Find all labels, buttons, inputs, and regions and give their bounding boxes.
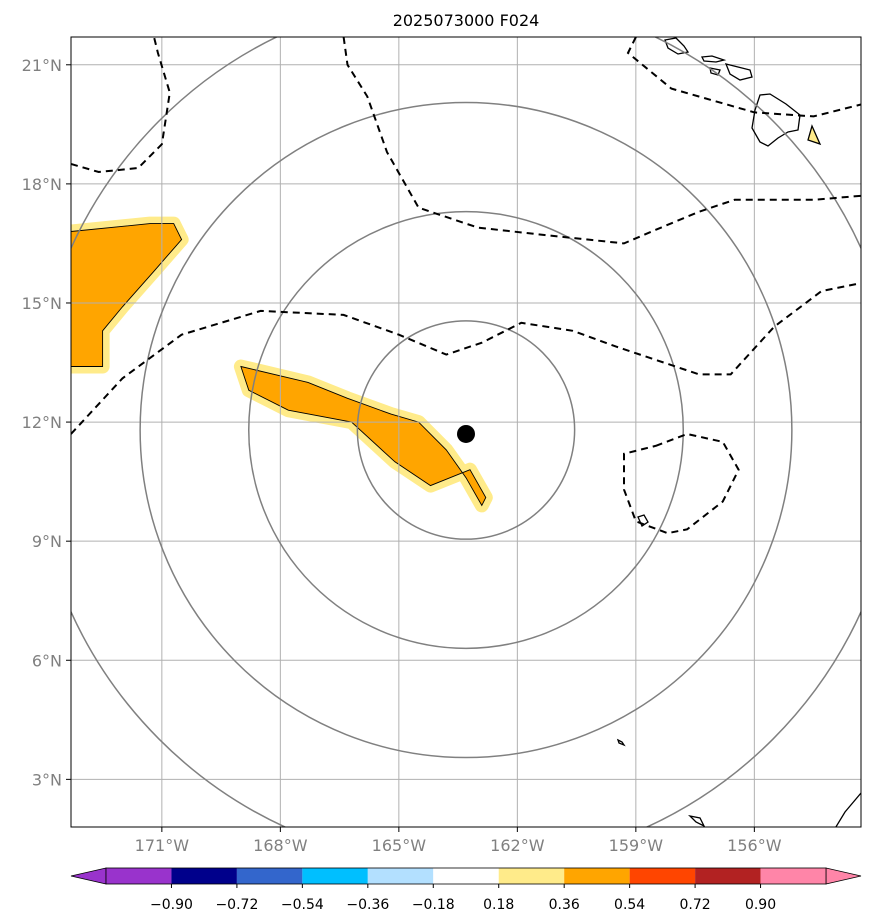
- tick-label-lat: 6°N: [32, 651, 62, 670]
- shaded-region-outline: [240, 365, 487, 507]
- range-ring: [139, 101, 793, 759]
- island-coastline-maui: [724, 63, 753, 81]
- colorbar-segment: [171, 868, 237, 884]
- tick-label-lon: 168°W: [253, 836, 308, 855]
- dashed-contour: [626, 37, 861, 118]
- atoll-coastline-2: [616, 738, 626, 747]
- coastline-layer: [616, 37, 861, 827]
- island-coastline-kauai: [664, 37, 690, 55]
- tick-label-lat: 9°N: [32, 532, 62, 551]
- colorbar-segment: [367, 868, 434, 884]
- atoll-coastline-3: [688, 814, 706, 827]
- dashed-contour: [71, 282, 861, 435]
- dashed-contours-layer: [71, 37, 861, 535]
- colorbar-segment: [629, 868, 696, 884]
- colorbar-tick-label: −0.36: [346, 897, 389, 913]
- plot-area: [70, 36, 862, 828]
- tick-label-lat: 15°N: [22, 294, 62, 313]
- tick-label-lat: 3°N: [32, 770, 62, 789]
- tick-label-lat: 18°N: [22, 175, 62, 194]
- tick-label-lon: 171°W: [135, 836, 190, 855]
- chart-title: 2025073000 F024: [393, 11, 540, 30]
- dashed-contour: [71, 37, 171, 174]
- coastline-edge-southeast: [835, 792, 861, 827]
- tick-label-lat: 12°N: [22, 413, 62, 432]
- colorbar-frame: [105, 867, 827, 885]
- colorbar-tick-label: 0.72: [680, 897, 711, 913]
- shaded-region: [240, 366, 486, 506]
- colorbar-tick-label: 0.18: [483, 897, 514, 913]
- dashed-contour: [342, 37, 861, 245]
- colorbar-tick-label: 0.90: [745, 897, 776, 913]
- island-coastline-small: [807, 124, 822, 146]
- colorbar-segment: [760, 868, 826, 884]
- plot-frame: [70, 36, 862, 828]
- tick-label-lat: 21°N: [22, 56, 62, 75]
- colorbar-tick-label: −0.54: [281, 897, 324, 913]
- range-rings-layer: [71, 37, 861, 827]
- range-ring: [248, 210, 684, 650]
- island-coastline-big-island: [751, 93, 801, 147]
- colorbar-segment: [302, 868, 368, 884]
- colorbar-segment: [236, 868, 303, 884]
- tick-label-lon: 159°W: [609, 836, 664, 855]
- axis-ticks-layer: 171°W 168°W 165°W 162°W 159°W 156°W 21°N 18°N 15…: [22, 56, 782, 855]
- range-ring: [356, 320, 576, 540]
- storm-center-layer: [457, 424, 475, 443]
- colorbar-segment: [433, 868, 499, 884]
- colorbar-segment: [106, 868, 172, 884]
- colorbar-tick-label: −0.90: [150, 897, 193, 913]
- colorbar-segment: [564, 868, 630, 884]
- colorbar-segment: [498, 868, 565, 884]
- colorbar-tick-label: 0.54: [614, 897, 645, 913]
- colorbar-tick-label: −0.18: [412, 897, 455, 913]
- tick-label-lon: 156°W: [727, 836, 782, 855]
- colorbar: −0.90 −0.72 −0.54 −0.36 −0.18 0.18 0.36 0.54 0.7…: [70, 867, 862, 913]
- island-coastline-oahu: [700, 55, 727, 63]
- colorbar-segment: [695, 868, 761, 884]
- colorbar-extend-low: [70, 867, 107, 885]
- tick-label-lon: 162°W: [490, 836, 545, 855]
- grid-layer: [71, 37, 861, 827]
- storm-center-marker: [457, 424, 475, 443]
- tick-label-lon: 165°W: [372, 836, 427, 855]
- colorbar-tick-label: 0.36: [549, 897, 580, 913]
- colorbar-tick-label: −0.72: [215, 897, 258, 913]
- colorbar-extend-high: [825, 867, 862, 885]
- shaded-region: [71, 223, 182, 367]
- dashed-contour: [623, 432, 740, 535]
